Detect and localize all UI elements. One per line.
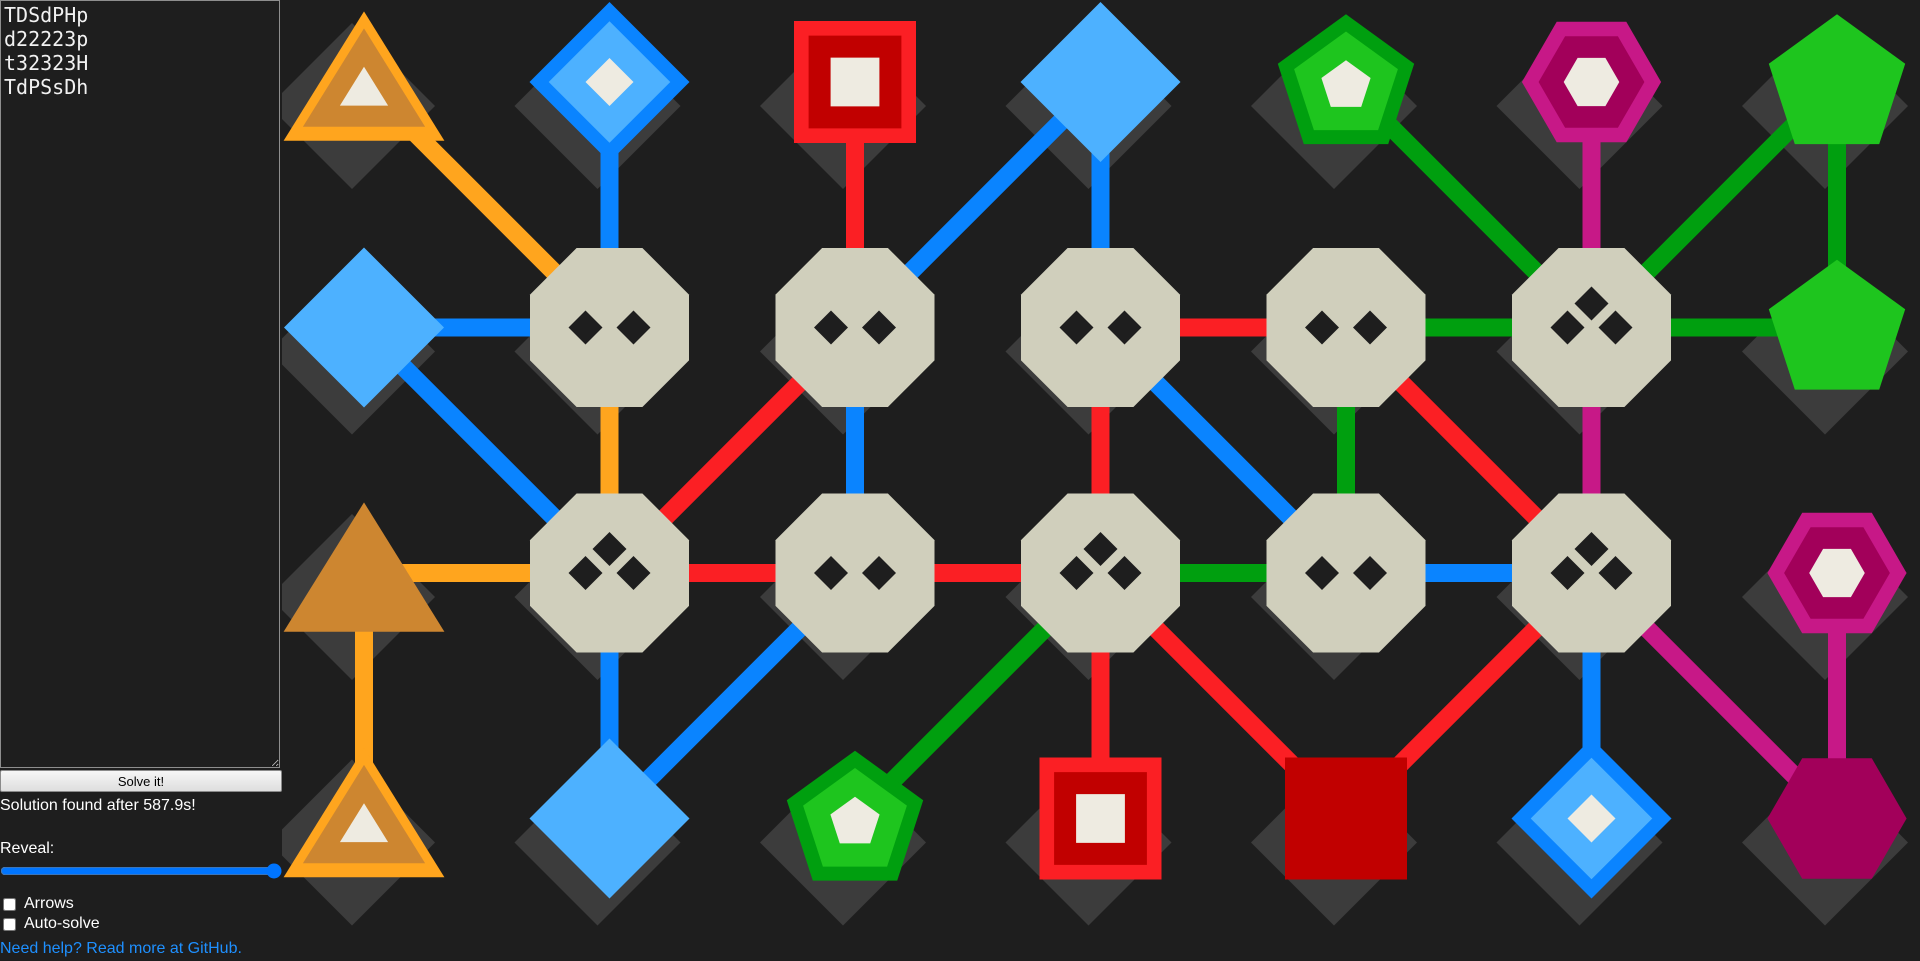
arrows-option[interactable]: Arrows: [0, 895, 74, 913]
square-inner-icon: [830, 57, 880, 107]
node-octagon[interactable]: [1266, 493, 1426, 653]
triangle-inner-icon: [339, 803, 389, 843]
octagon-icon: [1266, 493, 1426, 653]
autosolve-checkbox[interactable]: [3, 917, 16, 931]
octagon-icon: [530, 493, 689, 653]
octagon-icon: [1512, 248, 1671, 407]
pentagon-inner-icon: [1321, 60, 1371, 107]
hexagon-body-icon: [1767, 758, 1907, 879]
pip-icon: [1059, 310, 1094, 345]
puzzle-board: [282, 0, 1920, 961]
octagon-icon: [775, 493, 935, 653]
octagon-icon: [1266, 248, 1426, 407]
pip-icon: [1598, 310, 1633, 345]
hexagon-inner-icon: [1563, 57, 1620, 107]
octagon-icon: [530, 248, 689, 407]
diamond-inner-icon: [1567, 794, 1616, 843]
autosolve-option[interactable]: Auto-solve: [0, 915, 100, 933]
sidebar-panel: TDSdPHp d22223p t32323H TdPSsDh Solve it…: [0, 0, 282, 961]
pip-icon: [1353, 310, 1387, 345]
diamond-inner-icon: [585, 58, 634, 106]
blue-diamond-plain-piece[interactable]: [284, 247, 444, 408]
node-octagon[interactable]: [530, 493, 689, 653]
reveal-slider[interactable]: [0, 862, 282, 880]
orange-triangle-ring-piece[interactable]: [283, 747, 445, 878]
blue-diamond-ring-piece[interactable]: [1511, 738, 1672, 899]
pip-icon: [1305, 310, 1339, 345]
triangle-body-icon: [283, 502, 445, 632]
pentagon-body-icon: [1768, 259, 1906, 390]
octagon-icon: [1512, 493, 1671, 653]
node-octagon[interactable]: [775, 493, 935, 653]
pip-icon: [616, 310, 651, 345]
pip-icon: [568, 310, 603, 345]
green-pentagon-plain-piece[interactable]: [1768, 259, 1906, 390]
help-link[interactable]: Need help? Read more at GitHub.: [0, 940, 242, 957]
red-square-plain-piece[interactable]: [1285, 757, 1407, 880]
pip-icon: [1598, 556, 1633, 590]
red-square-ring-piece[interactable]: [794, 21, 916, 143]
pip-icon: [1107, 556, 1142, 590]
pip-icon: [616, 556, 651, 590]
pip-icon: [814, 556, 848, 590]
diamond-body-icon: [1020, 2, 1181, 162]
node-octagon[interactable]: [1021, 248, 1180, 407]
pip-icon: [1083, 532, 1118, 566]
square-body-icon: [1285, 757, 1407, 880]
octagon-icon: [1021, 493, 1180, 653]
triangle-inner-icon: [339, 66, 389, 106]
magenta-hexagon-ring-piece[interactable]: [1521, 21, 1662, 143]
green-pentagon-ring-piece[interactable]: [1277, 14, 1415, 145]
pip-icon: [1107, 310, 1142, 345]
magenta-hexagon-ring-piece[interactable]: [1767, 512, 1907, 634]
blue-diamond-ring-piece[interactable]: [529, 2, 690, 162]
square-inner-icon: [1076, 794, 1125, 843]
pip-icon: [1550, 310, 1585, 345]
node-octagon[interactable]: [1512, 248, 1671, 407]
octagon-icon: [1021, 248, 1180, 407]
pip-icon: [568, 556, 603, 590]
pip-icon: [1574, 286, 1609, 321]
solve-button[interactable]: Solve it!: [0, 770, 282, 792]
octagon-icon: [775, 248, 935, 407]
green-pentagon-plain-piece[interactable]: [1768, 14, 1906, 145]
pip-icon: [1550, 556, 1585, 590]
node-octagon[interactable]: [775, 248, 935, 407]
diamond-body-icon: [284, 247, 444, 408]
pip-icon: [592, 532, 627, 566]
arrows-checkbox[interactable]: [3, 897, 16, 911]
pip-icon: [1059, 556, 1094, 590]
node-octagon[interactable]: [1021, 493, 1180, 653]
node-octagon[interactable]: [530, 248, 689, 407]
blue-diamond-plain-piece[interactable]: [529, 738, 690, 899]
red-square-ring-piece[interactable]: [1039, 757, 1162, 880]
blue-diamond-plain-piece[interactable]: [1020, 2, 1181, 162]
pentagon-body-icon: [1768, 14, 1906, 145]
orange-triangle-plain-piece[interactable]: [283, 502, 445, 632]
pip-icon: [1574, 532, 1609, 566]
node-octagon[interactable]: [1266, 248, 1426, 407]
arrows-label: Arrows: [24, 895, 74, 912]
diamond-body-icon: [529, 738, 690, 899]
green-pentagon-ring-piece[interactable]: [786, 750, 924, 881]
pip-icon: [814, 310, 848, 345]
hexagon-inner-icon: [1809, 548, 1865, 598]
magenta-hexagon-plain-piece[interactable]: [1767, 758, 1907, 879]
reveal-label: Reveal:: [0, 840, 55, 857]
board-pieces: [283, 2, 1907, 899]
node-octagon[interactable]: [1512, 493, 1671, 653]
pip-icon: [862, 556, 896, 590]
pip-icon: [862, 310, 896, 345]
autosolve-label: Auto-solve: [24, 915, 100, 932]
pip-icon: [1353, 556, 1387, 590]
status-text: Solution found after 587.9s!: [0, 797, 196, 814]
pentagon-inner-icon: [830, 796, 880, 844]
orange-triangle-ring-piece[interactable]: [283, 11, 445, 141]
puzzle-input[interactable]: TDSdPHp d22223p t32323H TdPSsDh: [0, 0, 280, 768]
pip-icon: [1305, 556, 1339, 590]
